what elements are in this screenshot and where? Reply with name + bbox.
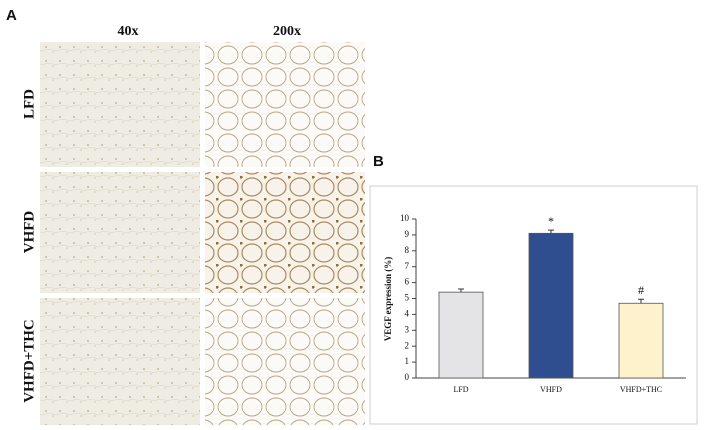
bar: [528, 232, 574, 379]
y-tick-label: 4: [405, 308, 410, 318]
row-label: VHFD: [21, 211, 37, 254]
y-tick-label: 0: [405, 372, 410, 382]
column-label: 200x: [273, 24, 301, 39]
x-tick-label: LFD: [453, 385, 468, 394]
annotation: #: [638, 283, 644, 297]
y-tick-label: 5: [405, 293, 410, 303]
y-tick-label: 2: [405, 340, 410, 350]
y-tick-label: 3: [405, 324, 410, 334]
y-tick-label: 1: [405, 356, 410, 366]
y-tick-label: 10: [400, 213, 410, 223]
error-bar: [638, 298, 644, 304]
micrographs: [40, 42, 365, 425]
micrograph: [40, 42, 200, 167]
annotation: *: [548, 214, 554, 228]
y-axis-label: VEGF expression (%): [383, 257, 393, 342]
panel-label: B: [373, 153, 384, 170]
y-tick-label: 8: [405, 245, 410, 255]
error-bar: [458, 288, 464, 293]
bar: [438, 291, 484, 379]
x-tick-label: VHFD: [540, 385, 562, 394]
micrograph: [205, 172, 365, 293]
column-label: 40x: [118, 24, 139, 39]
micrograph: [40, 172, 200, 293]
micrograph: [205, 298, 365, 425]
row-label: LFD: [21, 89, 37, 119]
error-bar: [548, 229, 554, 234]
panel-label: A: [6, 7, 17, 24]
y-tick-label: 7: [405, 261, 410, 271]
y-tick-label: 9: [405, 229, 410, 239]
micrograph: [40, 298, 200, 425]
bar: [618, 302, 664, 379]
x-tick-label: VHFD+THC: [620, 385, 662, 394]
micrograph: [205, 42, 365, 167]
y-tick-label: 6: [405, 277, 410, 287]
row-label: VHFD+THC: [21, 319, 37, 403]
